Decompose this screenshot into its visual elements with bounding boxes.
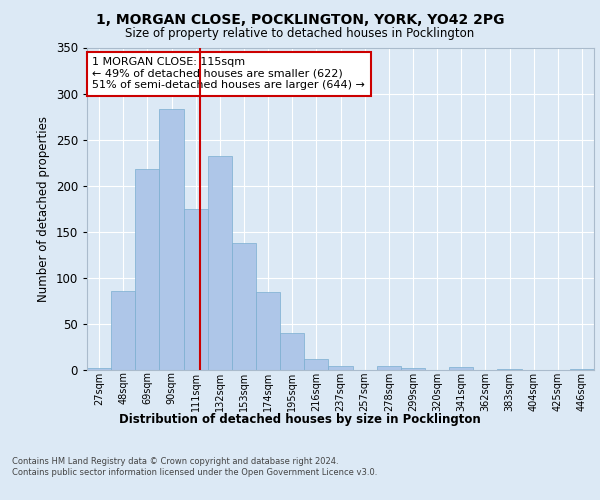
Bar [449, 367, 473, 370]
Bar [256, 292, 280, 370]
Bar [232, 243, 256, 370]
Text: 1, MORGAN CLOSE, POCKLINGTON, YORK, YO42 2PG: 1, MORGAN CLOSE, POCKLINGTON, YORK, YO42… [96, 12, 504, 26]
Bar [208, 156, 232, 370]
Text: 1 MORGAN CLOSE: 115sqm
← 49% of detached houses are smaller (622)
51% of semi-de: 1 MORGAN CLOSE: 115sqm ← 49% of detached… [92, 57, 365, 90]
Text: Distribution of detached houses by size in Pocklington: Distribution of detached houses by size … [119, 412, 481, 426]
Text: Contains HM Land Registry data © Crown copyright and database right 2024.
Contai: Contains HM Land Registry data © Crown c… [12, 458, 377, 477]
Bar [280, 333, 304, 370]
Text: Size of property relative to detached houses in Pocklington: Size of property relative to detached ho… [125, 28, 475, 40]
Bar [160, 109, 184, 370]
Bar [111, 291, 135, 370]
Bar [135, 169, 160, 370]
Bar [328, 366, 353, 370]
Bar [497, 369, 521, 370]
Y-axis label: Number of detached properties: Number of detached properties [37, 116, 50, 302]
Bar [570, 369, 594, 370]
Bar [304, 359, 328, 370]
Bar [377, 366, 401, 370]
Bar [401, 368, 425, 370]
Bar [184, 209, 208, 370]
Bar [87, 368, 111, 370]
